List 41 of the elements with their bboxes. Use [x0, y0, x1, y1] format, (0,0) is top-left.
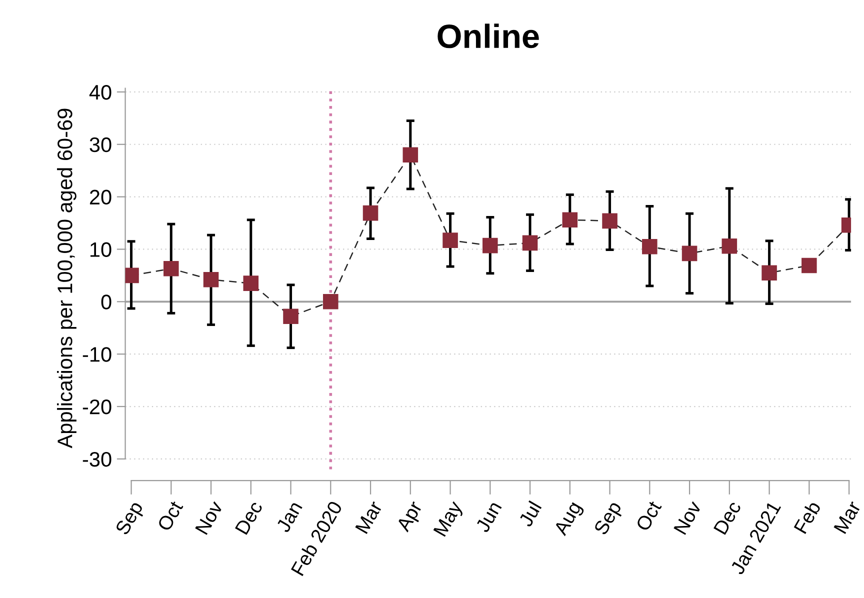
y-axis-title: Applications per 100,000 aged 60-69: [57, 108, 76, 448]
x-tick-label: Oct: [635, 500, 662, 532]
point: [203, 272, 219, 288]
point: [642, 238, 658, 254]
y-tick-label: -20: [82, 400, 112, 414]
x-tick-label: Mar: [834, 500, 862, 534]
point: [682, 246, 698, 262]
point: [125, 268, 139, 284]
x-tick-label: Apr: [396, 500, 426, 535]
x-tick-label: Dec: [235, 500, 264, 535]
point: [522, 235, 538, 251]
point: [602, 213, 618, 229]
point: [323, 294, 338, 310]
point: [442, 232, 458, 248]
x-tick-label: Sep: [114, 500, 147, 538]
y-tick-label: 20: [90, 190, 112, 205]
y-tick-label: 40: [89, 84, 112, 100]
point: [243, 276, 259, 291]
point: [283, 308, 298, 324]
point: [762, 265, 777, 280]
point: [802, 258, 817, 274]
point: [402, 147, 418, 163]
x-tick-label: Jul: [518, 500, 542, 528]
y-tick-label: 10: [90, 242, 112, 257]
point: [362, 205, 378, 221]
y-tick-label: 0: [101, 294, 112, 310]
y-tick-label: 30: [90, 137, 112, 152]
x-tick-label: Jan: [276, 500, 303, 534]
x-tick-label: Feb: [793, 500, 822, 534]
point: [482, 238, 498, 254]
point: [722, 238, 738, 254]
point: [164, 260, 179, 276]
x-tick-label: Dec: [714, 500, 742, 535]
x-tick-label: Oct: [156, 500, 184, 532]
point: [562, 212, 578, 228]
x-tick-label: Jun: [475, 500, 502, 534]
y-tick-label: -30: [82, 452, 112, 467]
x-tick-label: Sep: [593, 500, 626, 538]
chart-title: Online: [438, 24, 539, 48]
y-tick-label: -10: [82, 347, 112, 362]
x-tick-label: Mar: [355, 500, 383, 534]
